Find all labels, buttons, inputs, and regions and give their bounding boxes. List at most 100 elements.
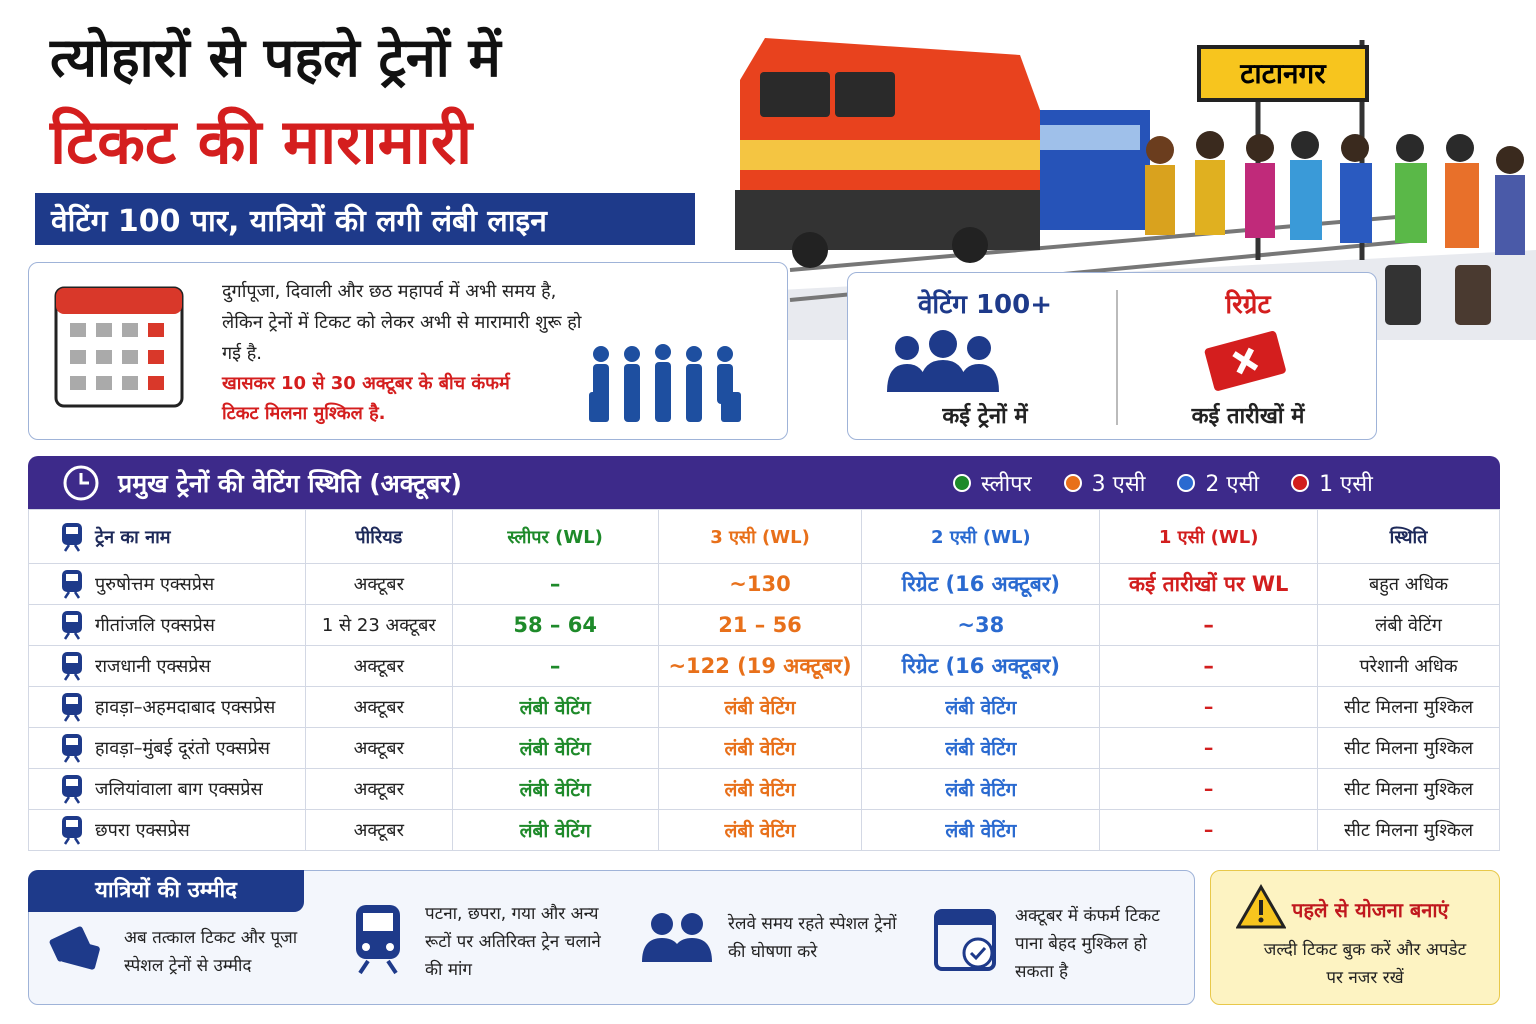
table-cell: ~130 bbox=[657, 563, 863, 605]
tip-text: जल्दी टिकट बुक करें और अपडेट पर नजर रखें bbox=[1263, 940, 1467, 988]
table-cell: – bbox=[1099, 768, 1319, 810]
group-icon bbox=[642, 913, 712, 962]
train-icon bbox=[356, 905, 400, 975]
table-cell: बहुत अधिक bbox=[1317, 563, 1500, 605]
legend-label: 1 एसी bbox=[1319, 472, 1373, 497]
train-name: गीतांजलि एक्सप्रेस bbox=[28, 604, 306, 646]
table-cell: ~122 (19 अक्टूबर) bbox=[657, 645, 863, 687]
table-cell: सीट मिलना मुश्किल bbox=[1317, 727, 1500, 769]
table-row: पुरुषोत्तम एक्सप्रेस अक्टूबर – ~130 रिग्रेट … bbox=[28, 563, 1500, 605]
table-cell: लंबी वेटिंग bbox=[861, 686, 1101, 728]
footer-item: पटना, छपरा, गया और अन्य रूटों पर अतिरिक्… bbox=[425, 904, 601, 980]
column-header: 1 एसी (WL) bbox=[1099, 509, 1319, 564]
legend-dot bbox=[1063, 474, 1082, 492]
table-cell: – bbox=[1099, 809, 1319, 851]
calendar-check-icon bbox=[934, 909, 996, 971]
table-cell: – bbox=[451, 645, 659, 687]
table-row: हावड़ा–मुंबई दूरंतो एक्सप्रेस अक्टूबर लंबी… bbox=[28, 727, 1500, 769]
column-header: पीरियड bbox=[304, 509, 453, 564]
table-cell: कई तारीखों पर WL bbox=[1099, 563, 1319, 605]
train-icon bbox=[62, 775, 82, 804]
table-cell: अक्टूबर bbox=[304, 686, 453, 728]
column-header: स्थिति bbox=[1317, 509, 1500, 564]
train-icon bbox=[62, 693, 82, 722]
clock-icon bbox=[63, 465, 99, 501]
table-row: छपरा एक्सप्रेस अक्टूबर लंबी वेटिंग लंबी वेट… bbox=[28, 809, 1500, 851]
table-cell: लंबी वेटिंग bbox=[451, 768, 659, 810]
group-icon bbox=[887, 330, 999, 392]
intro-highlight: खासकर 10 से 30 अक्टूबर के बीच कंफर्म टिक… bbox=[222, 373, 510, 424]
table-cell: – bbox=[1099, 604, 1319, 646]
ticket-icon bbox=[1204, 331, 1286, 391]
legend-item: स्लीपर bbox=[953, 468, 1032, 498]
legend-dot bbox=[953, 474, 971, 492]
table-cell: लंबी वेटिंग bbox=[861, 809, 1101, 851]
table-cell: अक्टूबर bbox=[304, 645, 453, 687]
table-row: राजधानी एक्सप्रेस अक्टूबर – ~122 (19 अक्टूब… bbox=[28, 645, 1500, 687]
table-row: गीतांजलि एक्सप्रेस 1 से 23 अक्टूबर 58 – 64… bbox=[28, 604, 1500, 646]
warning-icon bbox=[1236, 884, 1286, 929]
subtitle-banner: वेटिंग 100 पार, यात्रियों की लगी लंबी ला… bbox=[35, 193, 695, 245]
table-cell: ~38 bbox=[861, 604, 1101, 646]
table-cell: रिग्रेट (16 अक्टूबर) bbox=[861, 563, 1101, 605]
table-cell: अक्टूबर bbox=[304, 809, 453, 851]
title-line-1: त्योहारों से पहले ट्रेनों में bbox=[50, 26, 501, 89]
train-name: हावड़ा–अहमदाबाद एक्सप्रेस bbox=[28, 686, 306, 728]
table-cell: अक्टूबर bbox=[304, 727, 453, 769]
column-header: ट्रेन का नाम bbox=[28, 509, 306, 564]
train-icon bbox=[62, 816, 82, 845]
legend-label: 2 एसी bbox=[1205, 472, 1260, 497]
waiting-table: ट्रेन का नाम पीरियड स्लीपर (WL) 3 एसी (WL) 2… bbox=[28, 509, 1500, 851]
train-name: छपरा एक्सप्रेस bbox=[28, 809, 306, 851]
table-cell: – bbox=[1099, 727, 1319, 769]
train-icon bbox=[62, 611, 82, 640]
table-cell: सीट मिलना मुश्किल bbox=[1317, 768, 1500, 810]
title-line-2: टिकट की मारामारी bbox=[50, 105, 473, 178]
stat-label: वेटिंग 100+ bbox=[917, 290, 1053, 320]
column-header: 2 एसी (WL) bbox=[861, 509, 1101, 564]
legend-item: 1 एसी bbox=[1291, 468, 1373, 498]
legend-dot bbox=[1177, 474, 1196, 492]
table-cell: 21 – 56 bbox=[657, 604, 863, 646]
legend-label: 3 एसी bbox=[1091, 472, 1146, 497]
table-cell: अक्टूबर bbox=[304, 563, 453, 605]
table-cell: अक्टूबर bbox=[304, 768, 453, 810]
footer-item: अब तत्काल टिकट और पूजा स्पेशल ट्रेनों से… bbox=[124, 928, 298, 976]
legend-dot bbox=[1291, 474, 1310, 492]
table-row: हावड़ा–अहमदाबाद एक्सप्रेस अक्टूबर लंबी वेट… bbox=[28, 686, 1500, 728]
table-title: प्रमुख ट्रेनों की वेटिंग स्थिति (अक्टूबर… bbox=[118, 469, 462, 498]
table-row: जलियांवाला बाग एक्सप्रेस अक्टूबर लंबी वेटि… bbox=[28, 768, 1500, 810]
legend-item: 2 एसी bbox=[1177, 468, 1259, 498]
stat-caption: कई ट्रेनों में bbox=[942, 404, 1028, 429]
legend-item: 3 एसी bbox=[1063, 468, 1146, 498]
table-cell: लंबी वेटिंग bbox=[657, 686, 863, 728]
footer-title: यात्रियों की उम्मीद bbox=[28, 870, 304, 912]
footer-item: अक्टूबर में कंफर्म टिकट पाना बेहद मुश्कि… bbox=[1015, 906, 1160, 982]
table-cell: सीट मिलना मुश्किल bbox=[1317, 809, 1500, 851]
table-cell: लंबी वेटिंग bbox=[657, 727, 863, 769]
train-icon bbox=[62, 570, 82, 599]
calendar-icon bbox=[54, 286, 184, 408]
table-body: ट्रेन का नाम पीरियड स्लीपर (WL) 3 एसी (WL) 2… bbox=[28, 509, 1500, 851]
table-cell: परेशानी अधिक bbox=[1317, 645, 1500, 687]
train-icon bbox=[62, 734, 82, 763]
tickets-icon bbox=[49, 926, 100, 970]
footer-item: रेलवे समय रहते स्पेशल ट्रेनों की घोषणा क… bbox=[728, 914, 897, 962]
table-cell: लंबी वेटिंग bbox=[451, 727, 659, 769]
stats-divider bbox=[1116, 290, 1118, 425]
table-cell: लंबी वेटिंग bbox=[451, 809, 659, 851]
table-cell: लंबी वेटिंग bbox=[451, 686, 659, 728]
tip-title: पहले से योजना बनाएं bbox=[1292, 898, 1449, 922]
table-cell: लंबी वेटिंग bbox=[657, 768, 863, 810]
intro-text: दुर्गापूजा, दिवाली और छठ महापर्व में अभी… bbox=[222, 281, 582, 364]
stat-label: रिग्रेट bbox=[1225, 290, 1271, 320]
stats-box bbox=[847, 272, 1377, 440]
table-cell: लंबी वेटिंग bbox=[861, 727, 1101, 769]
train-name: हावड़ा–मुंबई दूरंतो एक्सप्रेस bbox=[28, 727, 306, 769]
train-icon bbox=[62, 522, 82, 552]
column-header: 3 एसी (WL) bbox=[657, 509, 863, 564]
table-title-bar: प्रमुख ट्रेनों की वेटिंग स्थिति (अक्टूबर… bbox=[28, 456, 1500, 509]
people-icon bbox=[589, 344, 741, 422]
table-cell: रिग्रेट (16 अक्टूबर) bbox=[861, 645, 1101, 687]
